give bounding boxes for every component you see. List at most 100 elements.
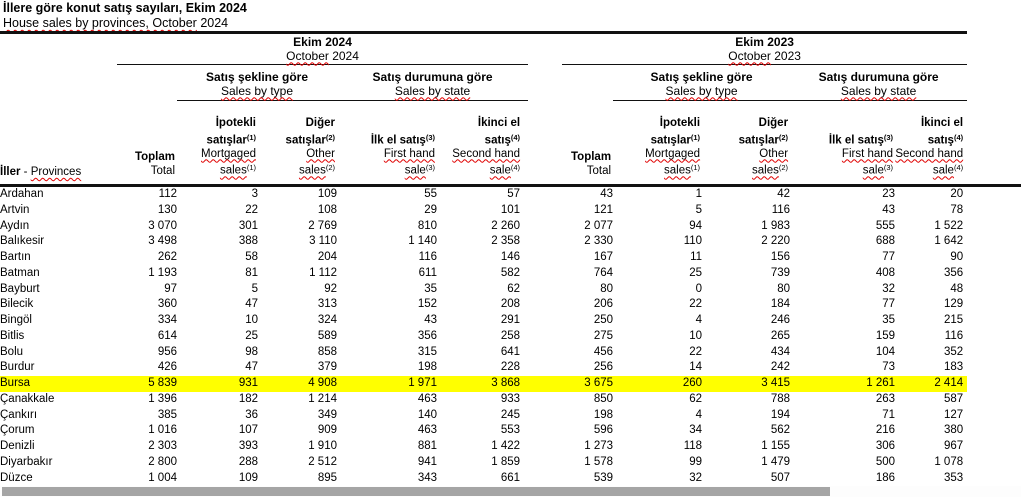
value-cell[interactable]: 933: [500, 392, 521, 405]
value-cell[interactable]: 1 522: [934, 219, 964, 232]
value-cell[interactable]: 688: [875, 235, 896, 248]
value-cell[interactable]: 32: [689, 471, 703, 484]
value-cell[interactable]: 315: [417, 345, 437, 358]
value-cell[interactable]: 108: [317, 203, 337, 216]
value-cell[interactable]: 589: [317, 329, 337, 342]
value-cell[interactable]: 614: [157, 329, 177, 342]
value-cell[interactable]: 23: [882, 188, 896, 200]
province-cell[interactable]: Çankırı: [0, 408, 38, 421]
value-cell[interactable]: 881: [417, 440, 437, 452]
value-cell[interactable]: 42: [777, 188, 791, 200]
value-cell[interactable]: 118: [683, 440, 703, 452]
value-cell[interactable]: 127: [943, 408, 964, 421]
value-cell[interactable]: 507: [770, 471, 791, 484]
province-cell[interactable]: Denizli: [0, 440, 35, 452]
scrollbar-thumb[interactable]: [2, 487, 830, 496]
value-cell[interactable]: 186: [875, 471, 896, 484]
value-cell[interactable]: 2 800: [148, 455, 177, 468]
value-cell[interactable]: 380: [943, 424, 964, 437]
value-cell[interactable]: 35: [882, 314, 896, 326]
province-cell[interactable]: Düzce: [0, 471, 33, 484]
value-cell[interactable]: 641: [500, 345, 521, 358]
value-cell[interactable]: 288: [238, 455, 258, 468]
value-cell[interactable]: 32: [882, 282, 896, 295]
value-cell[interactable]: 57: [507, 188, 521, 200]
value-cell[interactable]: 1 859: [491, 455, 521, 468]
value-cell[interactable]: 92: [324, 282, 337, 295]
value-cell[interactable]: 562: [770, 424, 791, 437]
value-cell[interactable]: 78: [950, 203, 964, 216]
value-cell[interactable]: 55: [424, 188, 437, 200]
value-cell[interactable]: 159: [875, 329, 896, 342]
value-cell[interactable]: 146: [500, 251, 521, 263]
horizontal-scrollbar[interactable]: [0, 486, 1021, 497]
value-cell[interactable]: 895: [317, 471, 337, 484]
province-cell[interactable]: Çorum: [0, 424, 35, 437]
value-cell[interactable]: 194: [770, 408, 791, 421]
province-cell[interactable]: Aydın: [0, 219, 30, 232]
value-cell[interactable]: 275: [593, 329, 614, 342]
value-cell[interactable]: 456: [593, 345, 614, 358]
value-cell[interactable]: 109: [238, 471, 258, 484]
province-cell[interactable]: Artvin: [0, 203, 30, 216]
value-cell[interactable]: 349: [317, 408, 337, 421]
value-cell[interactable]: 1 261: [790, 376, 896, 392]
value-cell[interactable]: 3: [251, 188, 258, 200]
value-cell[interactable]: 587: [943, 392, 964, 405]
value-cell[interactable]: 77: [882, 251, 896, 263]
value-cell[interactable]: 1 214: [308, 392, 337, 405]
value-cell[interactable]: 208: [500, 298, 521, 311]
value-cell[interactable]: 215: [943, 314, 964, 326]
value-cell[interactable]: 463: [417, 424, 437, 437]
value-cell[interactable]: 379: [317, 361, 337, 374]
value-cell[interactable]: 29: [424, 203, 437, 216]
value-cell[interactable]: 22: [245, 203, 258, 216]
value-cell[interactable]: 1 078: [934, 455, 964, 468]
value-cell[interactable]: 246: [770, 314, 791, 326]
value-cell[interactable]: 10: [245, 314, 258, 326]
value-cell[interactable]: 258: [500, 329, 521, 342]
value-cell[interactable]: 262: [157, 251, 177, 263]
value-cell[interactable]: 62: [507, 282, 521, 295]
value-cell[interactable]: 182: [238, 392, 258, 405]
value-cell[interactable]: 265: [770, 329, 791, 342]
value-cell[interactable]: 334: [157, 314, 177, 326]
value-cell[interactable]: 140: [417, 408, 437, 421]
province-cell[interactable]: Bursa: [0, 376, 117, 392]
province-cell[interactable]: Balıkesir: [0, 235, 45, 248]
value-cell[interactable]: 0: [695, 282, 703, 295]
value-cell[interactable]: 25: [245, 329, 258, 342]
value-cell[interactable]: 931: [177, 376, 258, 392]
value-cell[interactable]: 3 415: [702, 376, 791, 392]
province-cell[interactable]: Bartın: [0, 251, 31, 263]
value-cell[interactable]: 324: [317, 314, 337, 326]
value-cell[interactable]: 116: [418, 251, 437, 263]
value-cell[interactable]: 107: [238, 424, 258, 437]
value-cell[interactable]: 739: [770, 266, 791, 279]
value-cell[interactable]: 539: [593, 471, 614, 484]
value-cell[interactable]: 47: [245, 361, 258, 374]
value-cell[interactable]: 47: [245, 298, 258, 311]
value-cell[interactable]: 611: [418, 266, 437, 279]
value-cell[interactable]: 109: [317, 188, 337, 200]
value-cell[interactable]: 553: [500, 424, 521, 437]
value-cell[interactable]: 48: [950, 282, 964, 295]
value-cell[interactable]: 313: [317, 298, 337, 311]
value-cell[interactable]: 1 971: [337, 376, 437, 392]
value-cell[interactable]: 1 004: [148, 471, 177, 484]
value-cell[interactable]: 25: [689, 266, 703, 279]
value-cell[interactable]: 5: [695, 203, 703, 216]
province-cell[interactable]: Bingöl: [0, 314, 32, 326]
value-cell[interactable]: 1 112: [309, 266, 337, 279]
value-cell[interactable]: 1 642: [934, 235, 964, 248]
value-cell[interactable]: 43: [424, 314, 437, 326]
value-cell[interactable]: 183: [943, 361, 964, 374]
value-cell[interactable]: 3 675: [562, 376, 614, 392]
value-cell[interactable]: 956: [157, 345, 177, 358]
value-cell[interactable]: 14: [689, 361, 703, 374]
value-cell[interactable]: 98: [245, 345, 258, 358]
value-cell[interactable]: 10: [689, 329, 703, 342]
value-cell[interactable]: 130: [157, 203, 177, 216]
value-cell[interactable]: 204: [317, 251, 337, 263]
value-cell[interactable]: 198: [593, 408, 614, 421]
